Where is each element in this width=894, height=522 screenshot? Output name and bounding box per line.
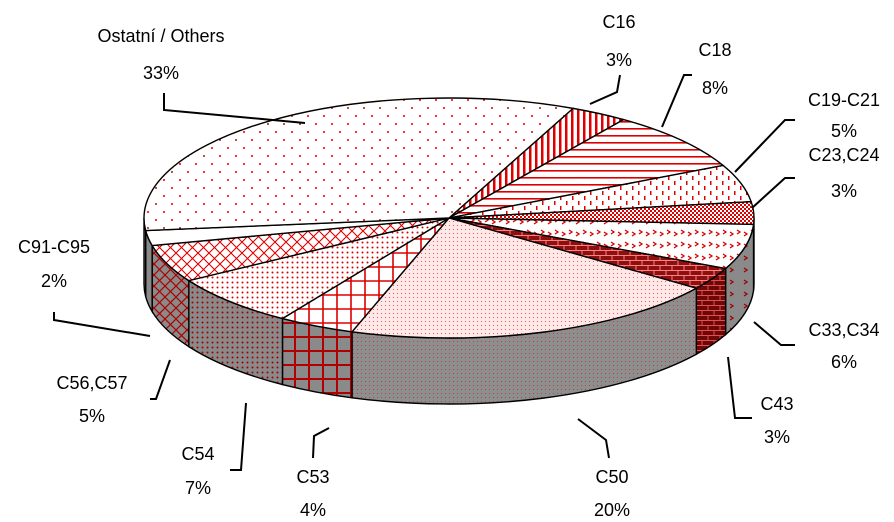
slice-labels: C16 3% C18 8% C19-C21 5% C23,C24 3% C33,… — [18, 12, 880, 520]
label-c33-c34: C33,C34 — [808, 320, 879, 340]
value-label-c23-c24: 3% — [831, 181, 857, 201]
slice-c18 — [448, 118, 724, 219]
value-label-c91-c95: 2% — [41, 271, 67, 291]
value-label-others: 33% — [143, 63, 179, 83]
value-label-c54: 7% — [185, 478, 211, 498]
leader-line-c33-c34 — [753, 321, 795, 346]
label-c53: C53 — [296, 467, 329, 487]
slice-c50 — [351, 217, 698, 339]
label-c56-c57: C56,C57 — [56, 373, 127, 393]
slice-ostatn-others — [143, 97, 574, 232]
label-c91-c95: C91-C95 — [18, 237, 90, 257]
value-label-c43: 3% — [764, 427, 790, 447]
value-label-c56-c57: 5% — [79, 406, 105, 426]
leader-line-c16 — [589, 74, 621, 105]
leader-line-c50 — [577, 418, 610, 459]
label-c18: C18 — [698, 40, 731, 60]
label-c50: C50 — [595, 467, 628, 487]
label-c16: C16 — [602, 12, 635, 32]
label-c19-c21: C19-C21 — [808, 90, 880, 110]
value-label-c33-c34: 6% — [831, 352, 857, 372]
slice-c54 — [188, 217, 450, 320]
value-label-c53: 4% — [300, 500, 326, 520]
value-label-c18: 8% — [702, 78, 728, 98]
leader-line-c18 — [661, 74, 692, 128]
label-c43: C43 — [760, 394, 793, 414]
leader-line-c54 — [230, 402, 247, 471]
leader-line-c19-c21 — [734, 119, 795, 173]
label-others: Ostatní / Others — [97, 26, 224, 46]
leader-lines — [53, 74, 795, 471]
label-c54: C54 — [181, 444, 214, 464]
leader-line-c56-c57 — [150, 359, 171, 400]
leader-line-c43 — [727, 356, 752, 419]
leader-line-c91-c95 — [53, 312, 151, 337]
value-label-c50: 20% — [594, 500, 630, 520]
label-c23-c24: C23,C24 — [808, 145, 879, 165]
leader-line-c23-c24 — [751, 177, 795, 209]
leader-line-others — [163, 93, 306, 124]
pie-top-faces — [143, 97, 755, 339]
leader-line-c53 — [312, 427, 330, 459]
pie-side-walls — [143, 217, 755, 405]
value-label-c19-c21: 5% — [831, 121, 857, 141]
value-label-c16: 3% — [606, 50, 632, 70]
